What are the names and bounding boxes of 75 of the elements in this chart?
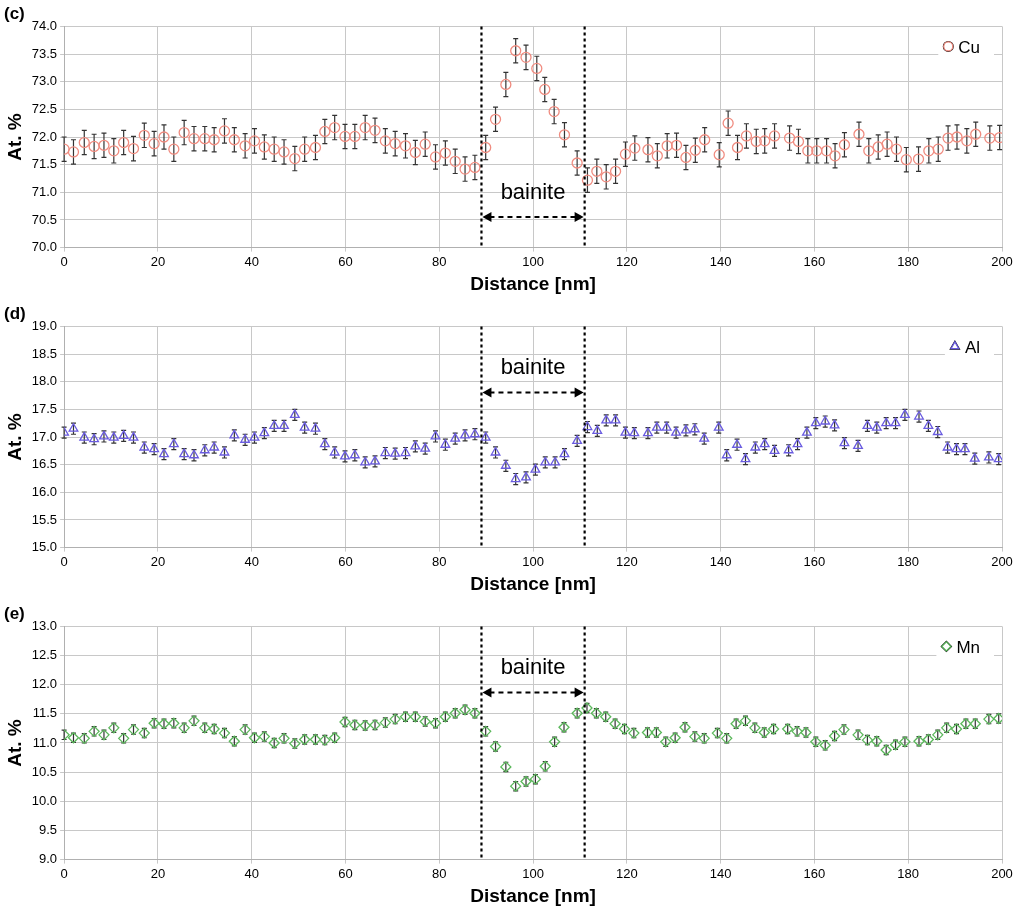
x-tick-label: 160 [803, 253, 826, 269]
x-tick-label: 20 [150, 865, 166, 881]
annotation: bainite [500, 179, 566, 205]
chart-title: (e) [4, 603, 25, 623]
chart-title: (d) [4, 303, 26, 323]
y-tick-label: 12.5 [31, 647, 58, 663]
y-tick-label: 72.5 [31, 100, 58, 116]
x-tick-label: 0 [60, 253, 68, 269]
x-tick-label: 40 [244, 553, 259, 569]
x-tick-label: 100 [522, 865, 544, 881]
x-tick-label: 140 [709, 553, 732, 569]
x-tick-label: 100 [522, 253, 544, 269]
x-tick-label: 160 [803, 553, 826, 569]
y-tick-label: 70.0 [31, 239, 58, 255]
x-tick-label: 160 [803, 865, 826, 881]
x-tick-label: 0 [60, 553, 68, 569]
x-tick-label: 60 [338, 553, 353, 569]
x-tick-label: 40 [244, 253, 259, 269]
y-tick-label: 18.0 [31, 373, 58, 389]
x-tick-label: 140 [709, 865, 732, 881]
legend-label: Mn [956, 638, 981, 658]
y-tick-label: 9.0 [39, 851, 58, 867]
y-tick-label: 17.0 [31, 428, 58, 444]
x-tick-label: 180 [897, 553, 920, 569]
legend-label: Al [964, 338, 981, 358]
legend-label: Cu [958, 38, 980, 58]
x-tick-label: 0 [60, 865, 68, 881]
y-tick-label: 12.0 [31, 676, 58, 692]
chart-title: (c) [4, 3, 25, 23]
y-axis-title: At. % [3, 719, 25, 767]
y-tick-label: 13.0 [31, 617, 58, 633]
y-tick-label: 17.5 [31, 400, 58, 416]
x-tick-label: 200 [991, 253, 1013, 269]
x-tick-label: 20 [150, 553, 166, 569]
x-axis-title: Distance [nm] [470, 272, 596, 294]
y-tick-label: 73.5 [31, 45, 58, 61]
x-tick-label: 40 [244, 865, 259, 881]
x-tick-label: 80 [432, 553, 447, 569]
y-tick-label: 73.0 [31, 73, 58, 89]
y-tick-label: 11.5 [32, 705, 58, 721]
x-tick-label: 20 [150, 253, 166, 269]
y-tick-label: 19.0 [31, 317, 58, 333]
x-tick-label: 200 [991, 865, 1013, 881]
y-tick-label: 72.0 [31, 128, 58, 144]
y-tick-label: 15.5 [31, 511, 58, 527]
y-tick-label: 9.5 [39, 822, 58, 838]
y-tick-label: 18.5 [31, 345, 58, 361]
y-tick-label: 71.5 [31, 156, 58, 172]
y-tick-label: 16.5 [31, 456, 58, 472]
x-tick-label: 180 [897, 865, 920, 881]
y-axis-title: At. % [3, 113, 25, 161]
y-tick-label: 74.0 [31, 17, 58, 33]
x-tick-label: 80 [432, 865, 447, 881]
x-tick-label: 120 [615, 253, 638, 269]
x-tick-label: 140 [709, 253, 732, 269]
x-tick-label: 80 [432, 253, 447, 269]
x-tick-label: 200 [991, 553, 1013, 569]
x-tick-label: 120 [615, 865, 638, 881]
y-tick-label: 16.0 [31, 483, 58, 499]
x-axis-title: Distance [nm] [470, 572, 596, 594]
y-tick-label: 10.0 [31, 792, 58, 808]
x-axis-title: Distance [nm] [470, 884, 596, 906]
y-axis-title: At. % [3, 413, 25, 461]
x-tick-label: 60 [338, 865, 353, 881]
x-tick-label: 120 [615, 553, 638, 569]
x-tick-label: 100 [522, 553, 544, 569]
x-tick-label: 180 [897, 253, 920, 269]
annotation: bainite [500, 354, 566, 380]
y-tick-label: 10.5 [31, 763, 58, 779]
x-tick-label: 60 [338, 253, 353, 269]
y-tick-label: 70.5 [31, 211, 58, 227]
y-tick-label: 11.0 [32, 734, 58, 750]
y-tick-label: 71.0 [31, 183, 58, 199]
annotation: bainite [500, 654, 566, 680]
y-tick-label: 15.0 [31, 539, 58, 555]
